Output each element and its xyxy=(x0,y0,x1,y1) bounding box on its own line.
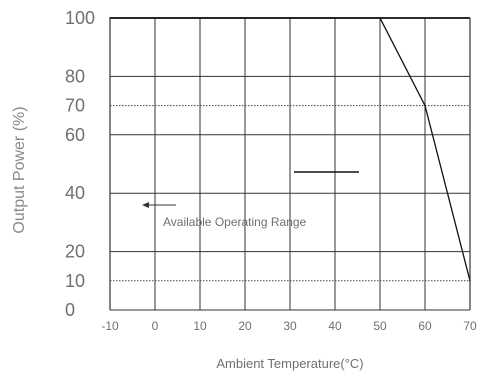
arrow-head-icon xyxy=(142,202,149,208)
y-tick-label: 20 xyxy=(65,242,85,262)
x-tick-label: 30 xyxy=(283,319,297,333)
x-tick-label: 10 xyxy=(193,319,207,333)
x-tick-label: 0 xyxy=(152,319,159,333)
y-axis-label: Output Power (%) xyxy=(11,106,28,233)
plot-frame xyxy=(109,17,471,311)
y-tick-label: 40 xyxy=(65,183,85,203)
x-tick-label: 50 xyxy=(373,319,387,333)
x-tick-labels: -10 0 10 20 30 40 50 60 70 xyxy=(101,319,477,333)
operating-range-annotation: Available Operating Range xyxy=(142,202,307,229)
y-tick-labels: 0 10 20 40 60 70 80 100 xyxy=(65,8,95,320)
x-tick-label: 60 xyxy=(418,319,432,333)
y-tick-label: 100 xyxy=(65,8,95,28)
grid-lines xyxy=(110,18,470,310)
x-axis-label: Ambient Temperature(°C) xyxy=(216,356,363,371)
x-tick-label: 20 xyxy=(238,319,252,333)
x-tick-label: 40 xyxy=(328,319,342,333)
x-tick-label: -10 xyxy=(101,319,119,333)
y-tick-label: 60 xyxy=(65,125,85,145)
y-tick-label: 0 xyxy=(65,300,75,320)
annotation-text: Available Operating Range xyxy=(163,215,307,229)
data-point xyxy=(424,104,426,107)
y-tick-label: 70 xyxy=(65,96,85,116)
y-tick-label: 10 xyxy=(65,271,85,291)
reference-lines xyxy=(110,105,470,282)
y-tick-label: 80 xyxy=(65,66,85,86)
x-tick-label: 70 xyxy=(463,319,477,333)
